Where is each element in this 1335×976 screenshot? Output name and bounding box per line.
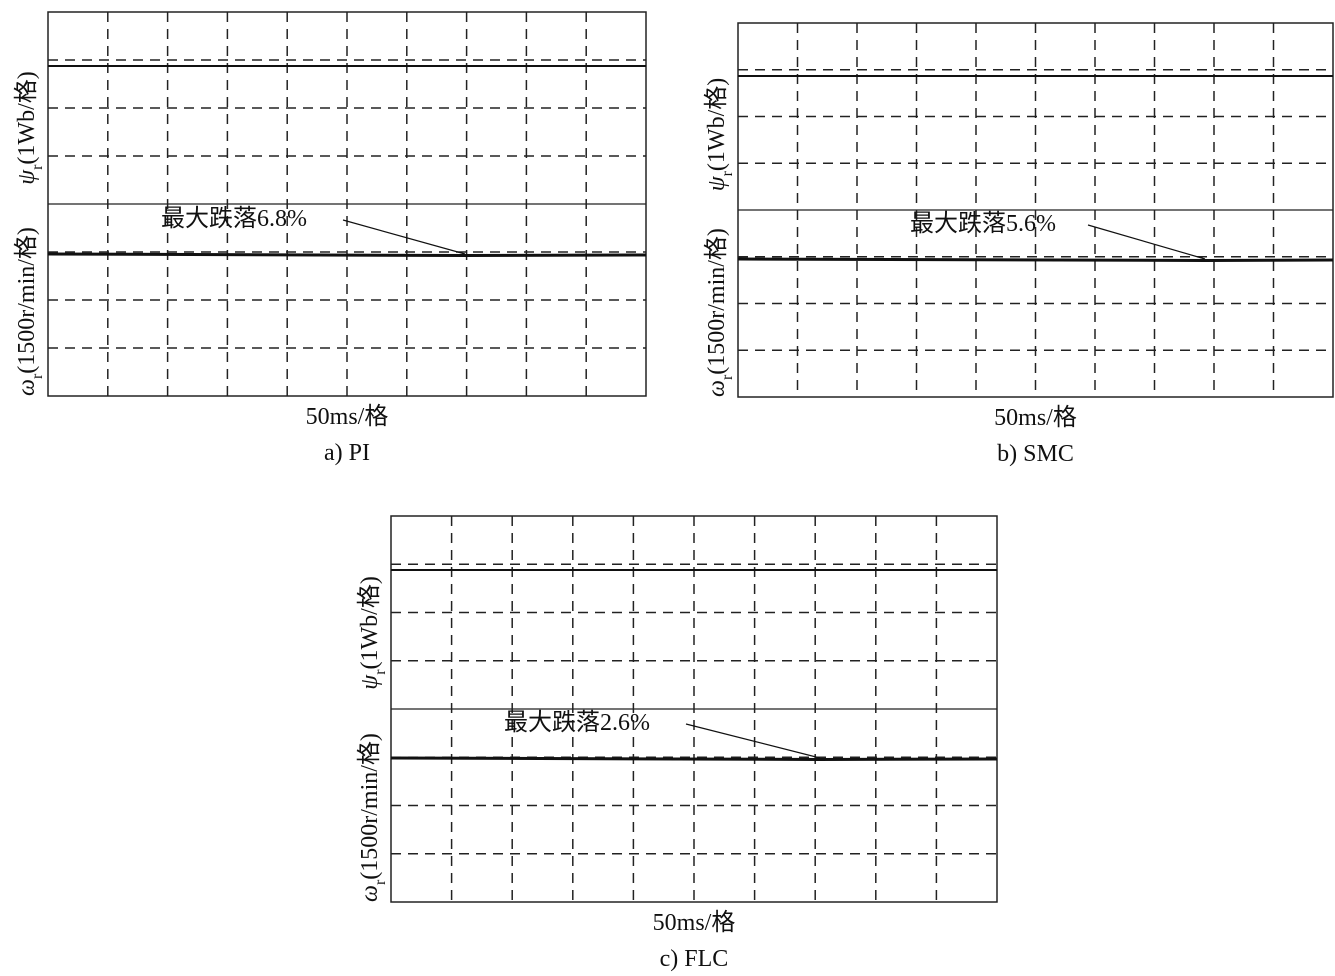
- plot-frame: [737, 22, 1334, 398]
- panel-caption: c) FLC: [660, 946, 729, 972]
- y-axis-label: ψr(1Wb/格): [703, 78, 736, 192]
- unit: (1500r/min/格): [703, 228, 730, 375]
- y-axis-label: ψr(1Wb/格): [13, 71, 46, 185]
- y-axis-label: ψr(1Wb/格): [356, 576, 389, 690]
- symbol: ψ: [704, 175, 730, 191]
- unit: (1500r/min/格): [356, 733, 383, 880]
- unit: (1Wb/格): [356, 576, 383, 669]
- plot-frame: [390, 515, 998, 903]
- unit: (1Wb/格): [703, 78, 730, 171]
- subscript: r: [719, 374, 736, 380]
- x-axis-label: 50ms/格: [653, 909, 736, 936]
- scope-panel: 最大跌落2.6%50ms/格c) FLCψr(1Wb/格)ωr(1500r/mi…: [356, 515, 998, 972]
- y-axis-label: ωr(1500r/min/格): [13, 227, 46, 396]
- subscript: r: [372, 879, 389, 885]
- subscript: r: [372, 669, 389, 675]
- scope-panel: 最大跌落5.6%50ms/格b) SMCψr(1Wb/格)ωr(1500r/mi…: [703, 22, 1334, 467]
- symbol: ω: [357, 885, 383, 902]
- annotation: 最大跌落5.6%: [910, 210, 1056, 237]
- symbol: ω: [14, 379, 40, 396]
- subscript: r: [29, 373, 46, 379]
- panel-caption: b) SMC: [997, 441, 1074, 467]
- y-axis-label: ωr(1500r/min/格): [356, 733, 389, 902]
- x-axis-label: 50ms/格: [306, 403, 389, 430]
- subscript: r: [719, 170, 736, 176]
- speed-trace: [47, 252, 647, 258]
- leader-line: [342, 219, 466, 255]
- scope-panel: 最大跌落6.8%50ms/格a) PIψr(1Wb/格)ωr(1500r/min…: [13, 11, 647, 466]
- plot-frame: [47, 11, 647, 397]
- symbol: ω: [704, 380, 730, 397]
- panel-caption: a) PI: [324, 440, 370, 466]
- leader-line: [1087, 224, 1206, 260]
- y-axis-label: ωr(1500r/min/格): [703, 228, 736, 397]
- symbol: ψ: [14, 169, 40, 185]
- annotation: 最大跌落2.6%: [504, 709, 650, 736]
- speed-trace: [390, 756, 998, 762]
- speed-trace: [737, 257, 1334, 263]
- annotation: 最大跌落6.8%: [161, 205, 307, 232]
- unit: (1500r/min/格): [13, 227, 40, 374]
- unit: (1Wb/格): [13, 71, 40, 164]
- leader-line: [685, 723, 821, 759]
- symbol: ψ: [357, 674, 383, 690]
- subscript: r: [29, 164, 46, 170]
- x-axis-label: 50ms/格: [994, 404, 1077, 431]
